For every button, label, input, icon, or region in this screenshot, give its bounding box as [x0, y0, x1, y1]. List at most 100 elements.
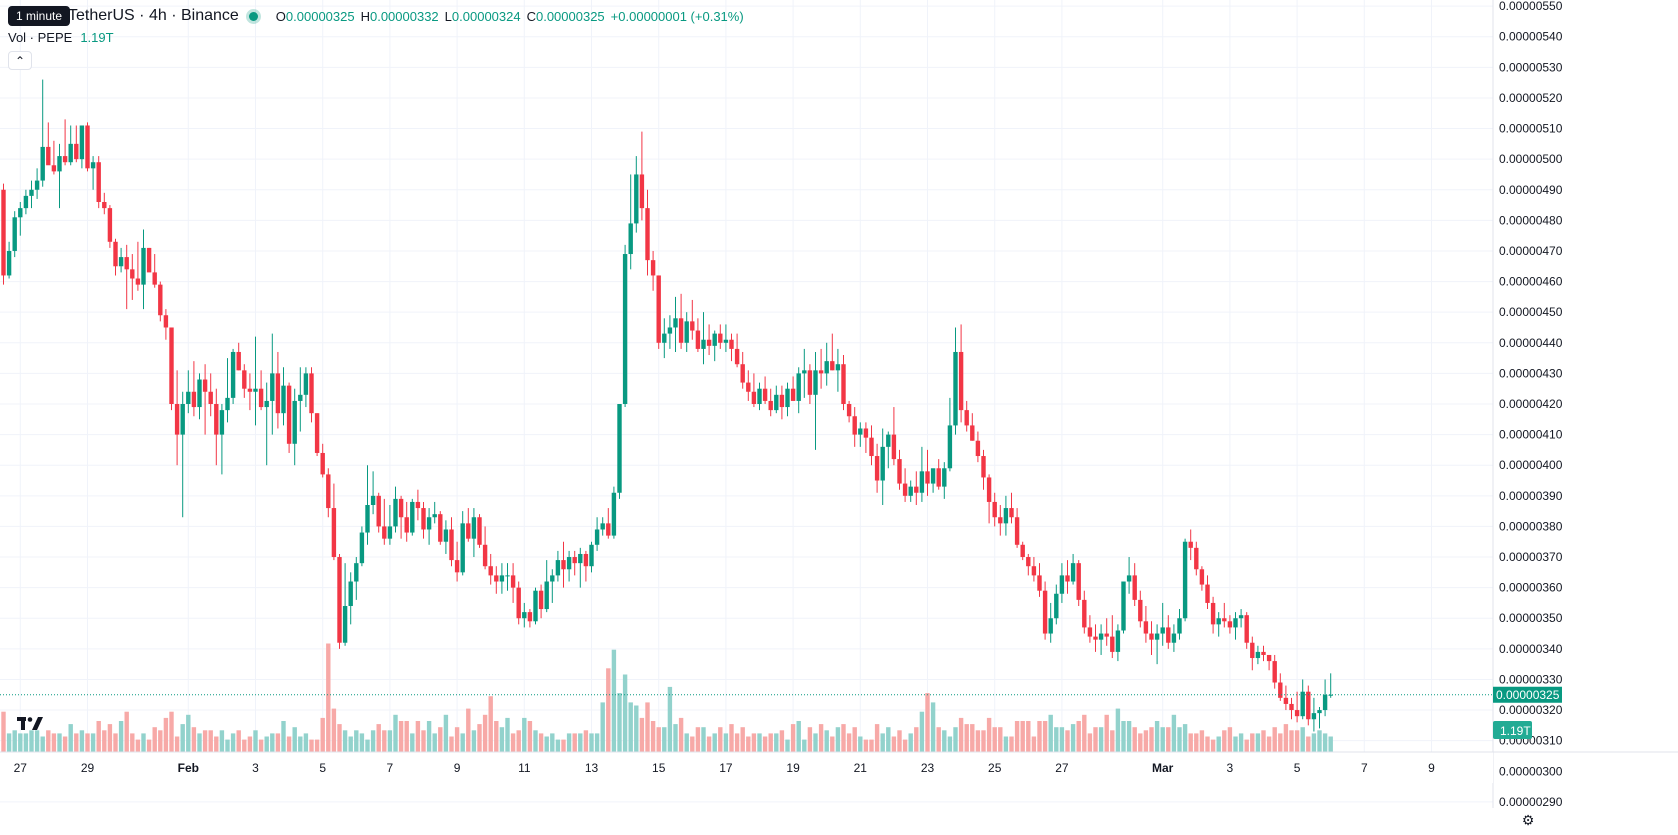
candle-body	[342, 606, 348, 643]
volume-bar	[1026, 721, 1031, 752]
candle-body	[1104, 633, 1109, 637]
candle-body	[645, 208, 650, 261]
volume-bar	[426, 721, 432, 752]
interval-badge[interactable]: 1 minute	[8, 6, 71, 26]
candle-body	[1205, 584, 1210, 603]
candle-body	[382, 526, 387, 539]
candle-body	[354, 563, 359, 582]
volume-legend: Vol · PEPE 1.19T	[8, 30, 114, 45]
volume-bar	[1143, 730, 1149, 752]
volume-bar	[1059, 727, 1065, 752]
high-label: H	[360, 8, 370, 24]
price-tick-label: 0.00000440	[1499, 336, 1563, 350]
gear-icon[interactable]: ⚙	[1521, 813, 1535, 829]
volume-bar	[1042, 721, 1048, 752]
low-value: 0.00000324	[451, 8, 521, 24]
volume-bar	[18, 733, 23, 752]
volume-bar	[1199, 730, 1205, 752]
candle-body	[891, 434, 897, 460]
volume-bar	[841, 724, 846, 752]
candle-body	[1250, 642, 1255, 659]
volume-bar	[331, 708, 337, 752]
volume-bar	[158, 730, 163, 752]
candle-body	[1042, 590, 1048, 634]
candle-body	[410, 501, 415, 533]
candle-body	[1087, 627, 1093, 637]
volume-bar	[645, 702, 650, 752]
volume-bar	[936, 727, 941, 752]
time-tick-label: 3	[252, 761, 259, 775]
volume-bar	[925, 693, 930, 752]
candle-body	[981, 456, 986, 478]
volume-bar	[337, 724, 342, 752]
volume-bar	[718, 727, 723, 752]
candle-body	[628, 223, 633, 255]
volume-bar	[1098, 727, 1104, 752]
volume-bar	[1194, 733, 1199, 752]
volume-bar	[34, 730, 40, 752]
candle-body	[729, 339, 734, 349]
candle-body	[46, 146, 51, 166]
volume-bar	[634, 705, 639, 752]
price-tick-label: 0.00000400	[1499, 458, 1563, 472]
volume-bar	[1266, 736, 1272, 752]
candle-body	[85, 125, 90, 169]
candle-body	[1110, 636, 1115, 652]
volume-bar	[919, 711, 925, 752]
candle-body	[690, 321, 695, 331]
price-tick-label: 0.00000430	[1499, 366, 1563, 380]
candle-body	[1076, 563, 1081, 600]
candle-body	[169, 327, 174, 404]
volume-bar	[174, 736, 180, 752]
volume-bar	[1065, 730, 1070, 752]
candle-body	[421, 508, 426, 530]
volume-bar	[611, 649, 617, 752]
candle-body	[90, 162, 96, 169]
volume-bar	[723, 733, 729, 752]
symbol-title[interactable]: TetherUS · 4h · Binance	[68, 7, 239, 24]
candle-body	[460, 523, 465, 573]
market-status-icon[interactable]	[248, 11, 258, 21]
volume-bar	[701, 727, 706, 752]
candle-body	[846, 404, 852, 417]
volume-bar	[124, 711, 129, 752]
volume-bar	[57, 733, 62, 752]
volume-bar	[1317, 730, 1322, 752]
volume-bar	[180, 724, 185, 752]
candle-body	[639, 174, 645, 209]
candle-body	[1003, 508, 1009, 524]
high-value: 0.00000332	[369, 8, 439, 24]
volume-bar	[1182, 724, 1188, 752]
candle-body	[449, 529, 454, 561]
candle-body	[1082, 599, 1087, 628]
volume-bar	[953, 727, 958, 752]
candle-body	[270, 373, 275, 401]
candle-body	[1255, 651, 1261, 659]
candle-body	[712, 333, 717, 346]
tradingview-logo-icon[interactable]	[12, 710, 48, 738]
price-axis[interactable]: 0.000002900.000003000.000003100.00000320…	[1492, 0, 1678, 809]
candle-body	[1121, 581, 1126, 631]
volume-bar	[62, 736, 68, 752]
candle-body	[1093, 636, 1098, 640]
candle-body	[673, 318, 678, 328]
volume-bar	[113, 733, 118, 752]
volume-bar	[281, 721, 286, 752]
candle-body	[415, 501, 421, 509]
time-axis[interactable]: 27 29 Feb 3 5 7 9 11 13 15 17 19 21 23 25 27 Mar 3 5 7 9	[0, 751, 1678, 783]
price-tick-label: 0.00000460	[1499, 275, 1563, 289]
volume-bar	[107, 724, 113, 752]
volume-bar	[852, 727, 857, 752]
candle-body	[858, 428, 863, 435]
volume-bar	[544, 736, 549, 752]
collapse-legend-button[interactable]: ⌃	[8, 51, 32, 70]
volume-bar	[1278, 733, 1283, 752]
candle-body	[902, 483, 908, 496]
volume-bar	[1132, 727, 1137, 752]
volume-bar	[902, 739, 908, 752]
candle-body	[326, 474, 331, 509]
candle-body	[925, 471, 930, 484]
time-tick-label: 27	[14, 761, 28, 775]
candle-body	[298, 394, 303, 401]
